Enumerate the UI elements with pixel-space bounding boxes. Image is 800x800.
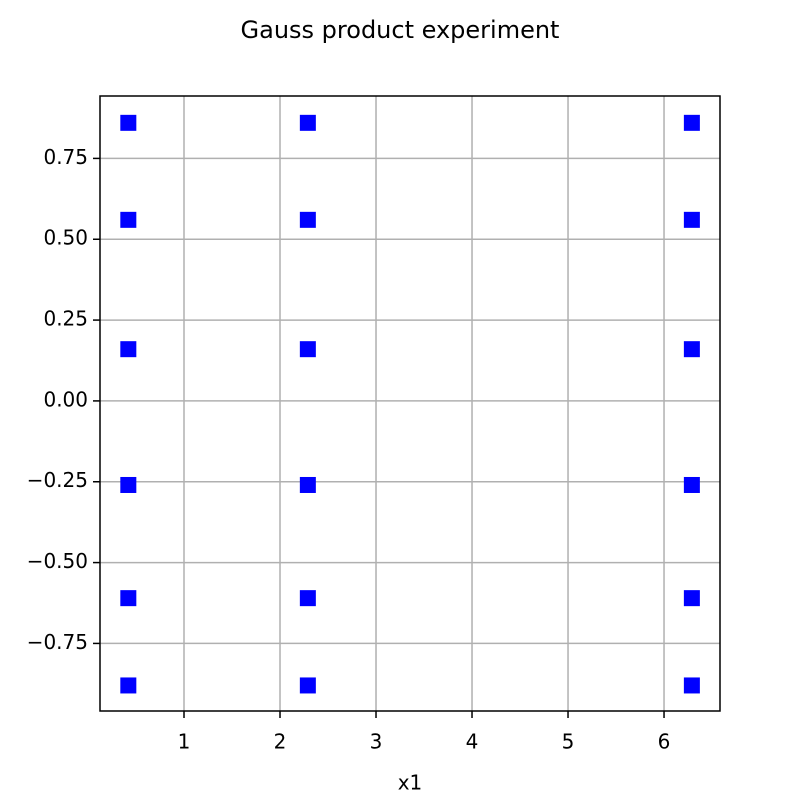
marker xyxy=(683,211,700,228)
y-tick-label: 0.25 xyxy=(43,307,88,331)
marker xyxy=(299,476,316,493)
x-tick-label: 6 xyxy=(658,730,671,754)
marker xyxy=(120,677,137,694)
marker xyxy=(120,476,137,493)
marker xyxy=(120,341,137,358)
marker xyxy=(299,590,316,607)
chart-title: Gauss product experiment xyxy=(241,16,560,44)
x-tick-label: 5 xyxy=(562,730,575,754)
y-tick-label: −0.50 xyxy=(27,549,88,573)
x-tick-label: 3 xyxy=(370,730,383,754)
x-tick-label: 1 xyxy=(178,730,191,754)
marker xyxy=(683,114,700,131)
y-tick-label: −0.75 xyxy=(27,630,88,654)
y-tick-label: 0.00 xyxy=(43,387,88,411)
marker xyxy=(683,590,700,607)
marker xyxy=(120,211,137,228)
marker xyxy=(299,211,316,228)
marker xyxy=(683,476,700,493)
y-tick-label: 0.75 xyxy=(43,145,88,169)
x-tick-label: 2 xyxy=(274,730,287,754)
marker xyxy=(299,341,316,358)
x-axis-label: x1 xyxy=(398,771,423,795)
x-tick-label: 4 xyxy=(466,730,479,754)
marker xyxy=(683,341,700,358)
marker xyxy=(683,677,700,694)
y-tick-label: −0.25 xyxy=(27,468,88,492)
marker xyxy=(120,590,137,607)
plot-frame xyxy=(99,95,721,712)
marker xyxy=(299,677,316,694)
y-tick-label: 0.50 xyxy=(43,226,88,250)
marker xyxy=(120,114,137,131)
marker xyxy=(299,114,316,131)
